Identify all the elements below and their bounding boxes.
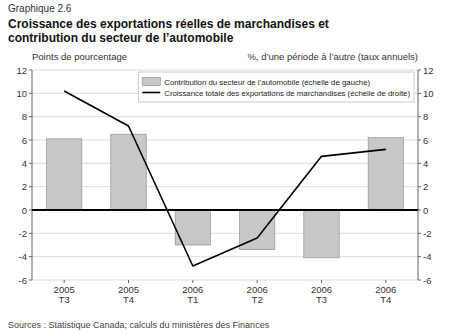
x-tick bbox=[257, 280, 258, 283]
chart: Graphique 2.6 Croissance des exportations… bbox=[0, 0, 450, 334]
grid-line bbox=[32, 280, 418, 281]
y-tick-label: -6 bbox=[19, 275, 27, 286]
bar bbox=[111, 134, 146, 210]
text-line: T4 bbox=[123, 294, 134, 305]
grid-line bbox=[32, 233, 418, 234]
text-line: T3 bbox=[59, 294, 70, 305]
source: Sources : Statistique Canada; calculs du… bbox=[8, 320, 270, 330]
y-tick-label: 12 bbox=[16, 65, 27, 76]
x-tick-label: 2005T4 bbox=[118, 284, 139, 305]
y-tick-label: 2 bbox=[22, 181, 27, 192]
y-tick-label: 8 bbox=[22, 111, 27, 122]
line bbox=[64, 91, 386, 266]
x-tick-label: 2006T2 bbox=[247, 284, 268, 305]
y2-tick-label: -6 bbox=[423, 275, 431, 286]
y2-tick-label: -2 bbox=[423, 228, 431, 239]
x-tick-label: 2006T4 bbox=[375, 284, 396, 305]
y2-axis-line bbox=[418, 70, 419, 280]
bar bbox=[368, 138, 403, 210]
axes: -6 -4 -2 0 2 4 6 8 10 12 -6 -4 -2 0 2 4 6 8 10 12 2005T3 2005… bbox=[16, 65, 433, 306]
x-tick bbox=[321, 280, 322, 283]
y2-axis-label: %, d’une période à l’autre (taux annuels… bbox=[247, 51, 418, 62]
y2-tick-label: 8 bbox=[423, 111, 428, 122]
marks bbox=[32, 91, 418, 266]
y-tick-label: 0 bbox=[22, 205, 27, 216]
y2-tick-label: 2 bbox=[423, 181, 428, 192]
x-tick bbox=[128, 280, 129, 283]
x-tick-label: 2006T3 bbox=[311, 284, 332, 305]
grid-line bbox=[32, 210, 418, 211]
legend-box bbox=[138, 72, 414, 102]
legend-label: Contribution du secteur de l’automobile … bbox=[164, 78, 370, 87]
y2-tick-label: 4 bbox=[423, 158, 428, 169]
grid bbox=[32, 70, 418, 280]
y-tick-label: 10 bbox=[16, 88, 27, 99]
legend-swatch bbox=[142, 78, 160, 86]
legend: Contribution du secteur de l’automobile … bbox=[138, 72, 414, 102]
text-line: T4 bbox=[380, 294, 391, 305]
text-line: contribution du secteur de l’automobile bbox=[8, 31, 234, 45]
subtitle: Graphique 2.6 bbox=[8, 3, 72, 14]
y-tick-label: 6 bbox=[22, 135, 27, 146]
x-tick-label: 2006T1 bbox=[182, 284, 203, 305]
legend-swatch bbox=[142, 92, 160, 94]
grid-line bbox=[32, 70, 418, 71]
y2-tick-label: 10 bbox=[423, 88, 434, 99]
grid-line bbox=[32, 163, 418, 164]
text-line: Croissance des exportations réelles de m… bbox=[8, 17, 329, 31]
x-tick bbox=[192, 280, 193, 283]
y-axis-line bbox=[32, 70, 33, 280]
bar bbox=[46, 139, 81, 210]
x-tick bbox=[385, 280, 386, 283]
y2-tick-label: 12 bbox=[423, 65, 434, 76]
grid-line bbox=[32, 140, 418, 141]
y2-tick-label: 6 bbox=[423, 135, 428, 146]
y-tick-label: -2 bbox=[19, 228, 27, 239]
text-line: T3 bbox=[316, 294, 327, 305]
legend-label: Croissance totale des exportations de ma… bbox=[164, 89, 410, 98]
grid-line bbox=[32, 116, 418, 117]
y2-tick-label: 0 bbox=[423, 205, 428, 216]
y-tick-label: 4 bbox=[22, 158, 27, 169]
y2-tick-label: -4 bbox=[423, 251, 431, 262]
bar bbox=[304, 210, 339, 258]
x-tick bbox=[64, 280, 65, 283]
grid-line bbox=[32, 186, 418, 187]
grid-line bbox=[32, 256, 418, 257]
zero-line bbox=[32, 209, 418, 211]
y-axis-label: Points de pourcentage bbox=[32, 51, 127, 62]
y-tick-label: -4 bbox=[19, 251, 27, 262]
title: Croissance des exportations réelles de m… bbox=[8, 17, 329, 45]
text-line: T2 bbox=[252, 294, 263, 305]
x-tick-label: 2005T3 bbox=[54, 284, 75, 305]
text-line: T1 bbox=[187, 294, 198, 305]
